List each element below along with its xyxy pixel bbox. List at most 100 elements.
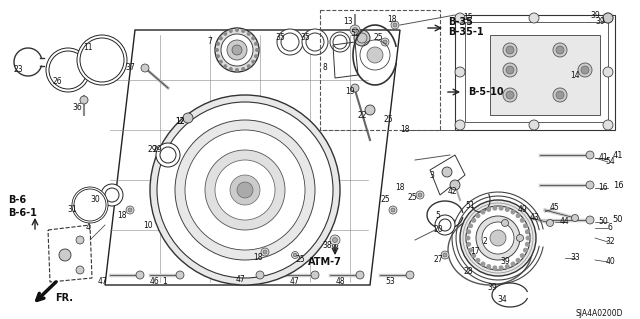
- Ellipse shape: [157, 102, 333, 278]
- Ellipse shape: [556, 46, 564, 54]
- Ellipse shape: [520, 218, 525, 223]
- Text: 3: 3: [429, 170, 435, 180]
- Ellipse shape: [466, 242, 471, 247]
- Ellipse shape: [525, 235, 531, 241]
- Ellipse shape: [54, 56, 82, 84]
- Ellipse shape: [185, 130, 305, 250]
- Ellipse shape: [105, 188, 119, 202]
- Text: ATM-7: ATM-7: [308, 257, 342, 267]
- Ellipse shape: [74, 189, 106, 221]
- Text: 47: 47: [290, 278, 300, 286]
- Text: 40: 40: [605, 257, 615, 266]
- Ellipse shape: [553, 88, 567, 102]
- Ellipse shape: [77, 35, 127, 85]
- Ellipse shape: [333, 35, 347, 49]
- Text: 35: 35: [300, 33, 310, 41]
- Ellipse shape: [466, 229, 471, 234]
- Ellipse shape: [350, 25, 360, 35]
- Ellipse shape: [506, 91, 514, 99]
- Ellipse shape: [486, 264, 492, 269]
- Text: 44: 44: [560, 218, 570, 226]
- Ellipse shape: [476, 258, 481, 263]
- Text: 17: 17: [470, 248, 480, 256]
- Ellipse shape: [223, 64, 227, 68]
- Ellipse shape: [247, 64, 251, 68]
- Ellipse shape: [435, 215, 455, 235]
- Text: B-35: B-35: [448, 17, 473, 27]
- Text: 25: 25: [295, 256, 305, 264]
- Ellipse shape: [525, 229, 530, 234]
- Ellipse shape: [89, 47, 115, 73]
- Text: 39: 39: [590, 11, 600, 19]
- Ellipse shape: [291, 251, 298, 258]
- Ellipse shape: [367, 47, 383, 63]
- Ellipse shape: [330, 235, 340, 245]
- Text: 32: 32: [605, 238, 615, 247]
- Ellipse shape: [80, 195, 100, 215]
- Ellipse shape: [603, 67, 613, 77]
- Text: 12: 12: [175, 117, 185, 127]
- Ellipse shape: [205, 150, 285, 230]
- Ellipse shape: [523, 223, 528, 228]
- Text: 23: 23: [13, 65, 23, 75]
- Ellipse shape: [505, 207, 510, 212]
- Ellipse shape: [443, 253, 447, 257]
- Text: 25: 25: [380, 196, 390, 204]
- Text: 47: 47: [98, 278, 108, 286]
- Ellipse shape: [235, 68, 239, 72]
- Ellipse shape: [442, 167, 452, 177]
- Ellipse shape: [263, 250, 267, 254]
- Ellipse shape: [499, 206, 504, 211]
- Ellipse shape: [511, 262, 515, 266]
- Text: B-6-1: B-6-1: [8, 208, 37, 218]
- Ellipse shape: [101, 184, 123, 206]
- Ellipse shape: [466, 206, 530, 270]
- Text: 22: 22: [357, 110, 367, 120]
- Text: 31: 31: [67, 205, 77, 214]
- Text: B-6: B-6: [8, 195, 26, 205]
- Ellipse shape: [230, 175, 260, 205]
- Ellipse shape: [229, 29, 233, 33]
- Ellipse shape: [503, 63, 517, 77]
- Ellipse shape: [254, 54, 258, 58]
- Ellipse shape: [215, 48, 219, 52]
- Text: 28: 28: [463, 268, 473, 277]
- Ellipse shape: [351, 84, 359, 92]
- Bar: [320, 10, 440, 130]
- Text: 19: 19: [345, 87, 355, 97]
- Ellipse shape: [547, 219, 554, 226]
- Text: 11: 11: [83, 43, 93, 53]
- Ellipse shape: [406, 271, 414, 279]
- Text: 26: 26: [52, 78, 62, 86]
- Ellipse shape: [503, 43, 517, 57]
- Ellipse shape: [476, 213, 481, 218]
- Ellipse shape: [216, 54, 220, 58]
- Ellipse shape: [176, 271, 184, 279]
- Ellipse shape: [529, 13, 539, 23]
- Ellipse shape: [460, 200, 536, 276]
- Text: 39: 39: [595, 18, 605, 26]
- Ellipse shape: [471, 218, 476, 223]
- Text: 12: 12: [175, 117, 185, 127]
- Ellipse shape: [76, 236, 84, 244]
- Ellipse shape: [216, 42, 220, 46]
- Text: 18: 18: [253, 254, 263, 263]
- Text: 45: 45: [550, 204, 560, 212]
- Ellipse shape: [393, 23, 397, 27]
- Ellipse shape: [277, 29, 303, 55]
- Text: 47: 47: [235, 276, 245, 285]
- Ellipse shape: [455, 13, 465, 23]
- Ellipse shape: [356, 271, 364, 279]
- Text: 37: 37: [125, 63, 135, 71]
- Text: 15: 15: [463, 13, 473, 23]
- Text: 20: 20: [433, 226, 443, 234]
- Ellipse shape: [503, 88, 517, 102]
- Ellipse shape: [126, 206, 134, 214]
- Text: 39: 39: [500, 257, 510, 266]
- Text: 38: 38: [322, 241, 332, 249]
- Text: 16: 16: [598, 183, 608, 192]
- Ellipse shape: [84, 42, 120, 78]
- Text: 7: 7: [207, 38, 212, 47]
- Ellipse shape: [450, 180, 460, 190]
- Ellipse shape: [255, 48, 259, 52]
